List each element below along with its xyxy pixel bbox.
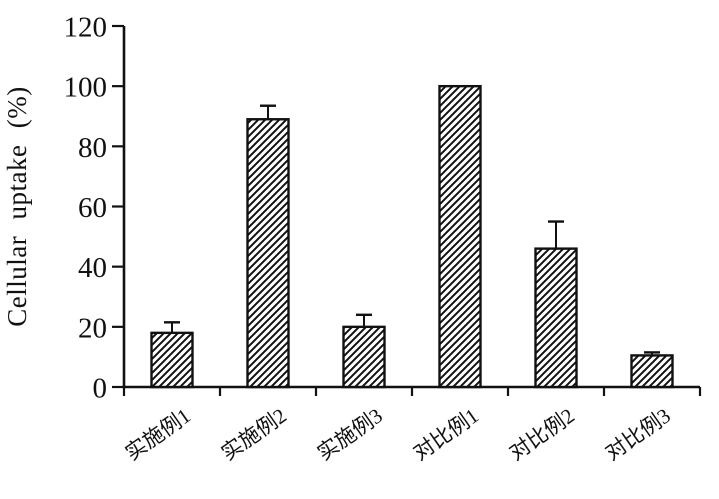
- x-category-label: 实施例3: [313, 403, 387, 465]
- bar: [630, 354, 674, 389]
- axis-lines: [122, 26, 700, 389]
- bar: [246, 118, 290, 389]
- bar: [150, 331, 194, 389]
- y-tick-label: 80: [78, 132, 107, 164]
- y-tick-label: 100: [64, 72, 108, 104]
- y-tick-label: 40: [78, 252, 107, 284]
- x-category-label: 实施例1: [121, 403, 195, 465]
- y-tick-label: 20: [78, 312, 107, 344]
- x-category-label: 对比例1: [409, 403, 483, 465]
- y-tick-label: 120: [64, 11, 108, 43]
- bar: [438, 84, 482, 389]
- x-category-label: 对比例3: [601, 403, 675, 465]
- x-category-label: 对比例2: [505, 403, 579, 465]
- y-tick-label: 60: [78, 192, 107, 224]
- bar: [534, 247, 578, 389]
- y-axis-label: Cellular uptake (%): [2, 86, 32, 326]
- y-tick-label: 0: [93, 372, 108, 404]
- x-category-label: 实施例2: [217, 403, 291, 465]
- bar: [342, 325, 386, 389]
